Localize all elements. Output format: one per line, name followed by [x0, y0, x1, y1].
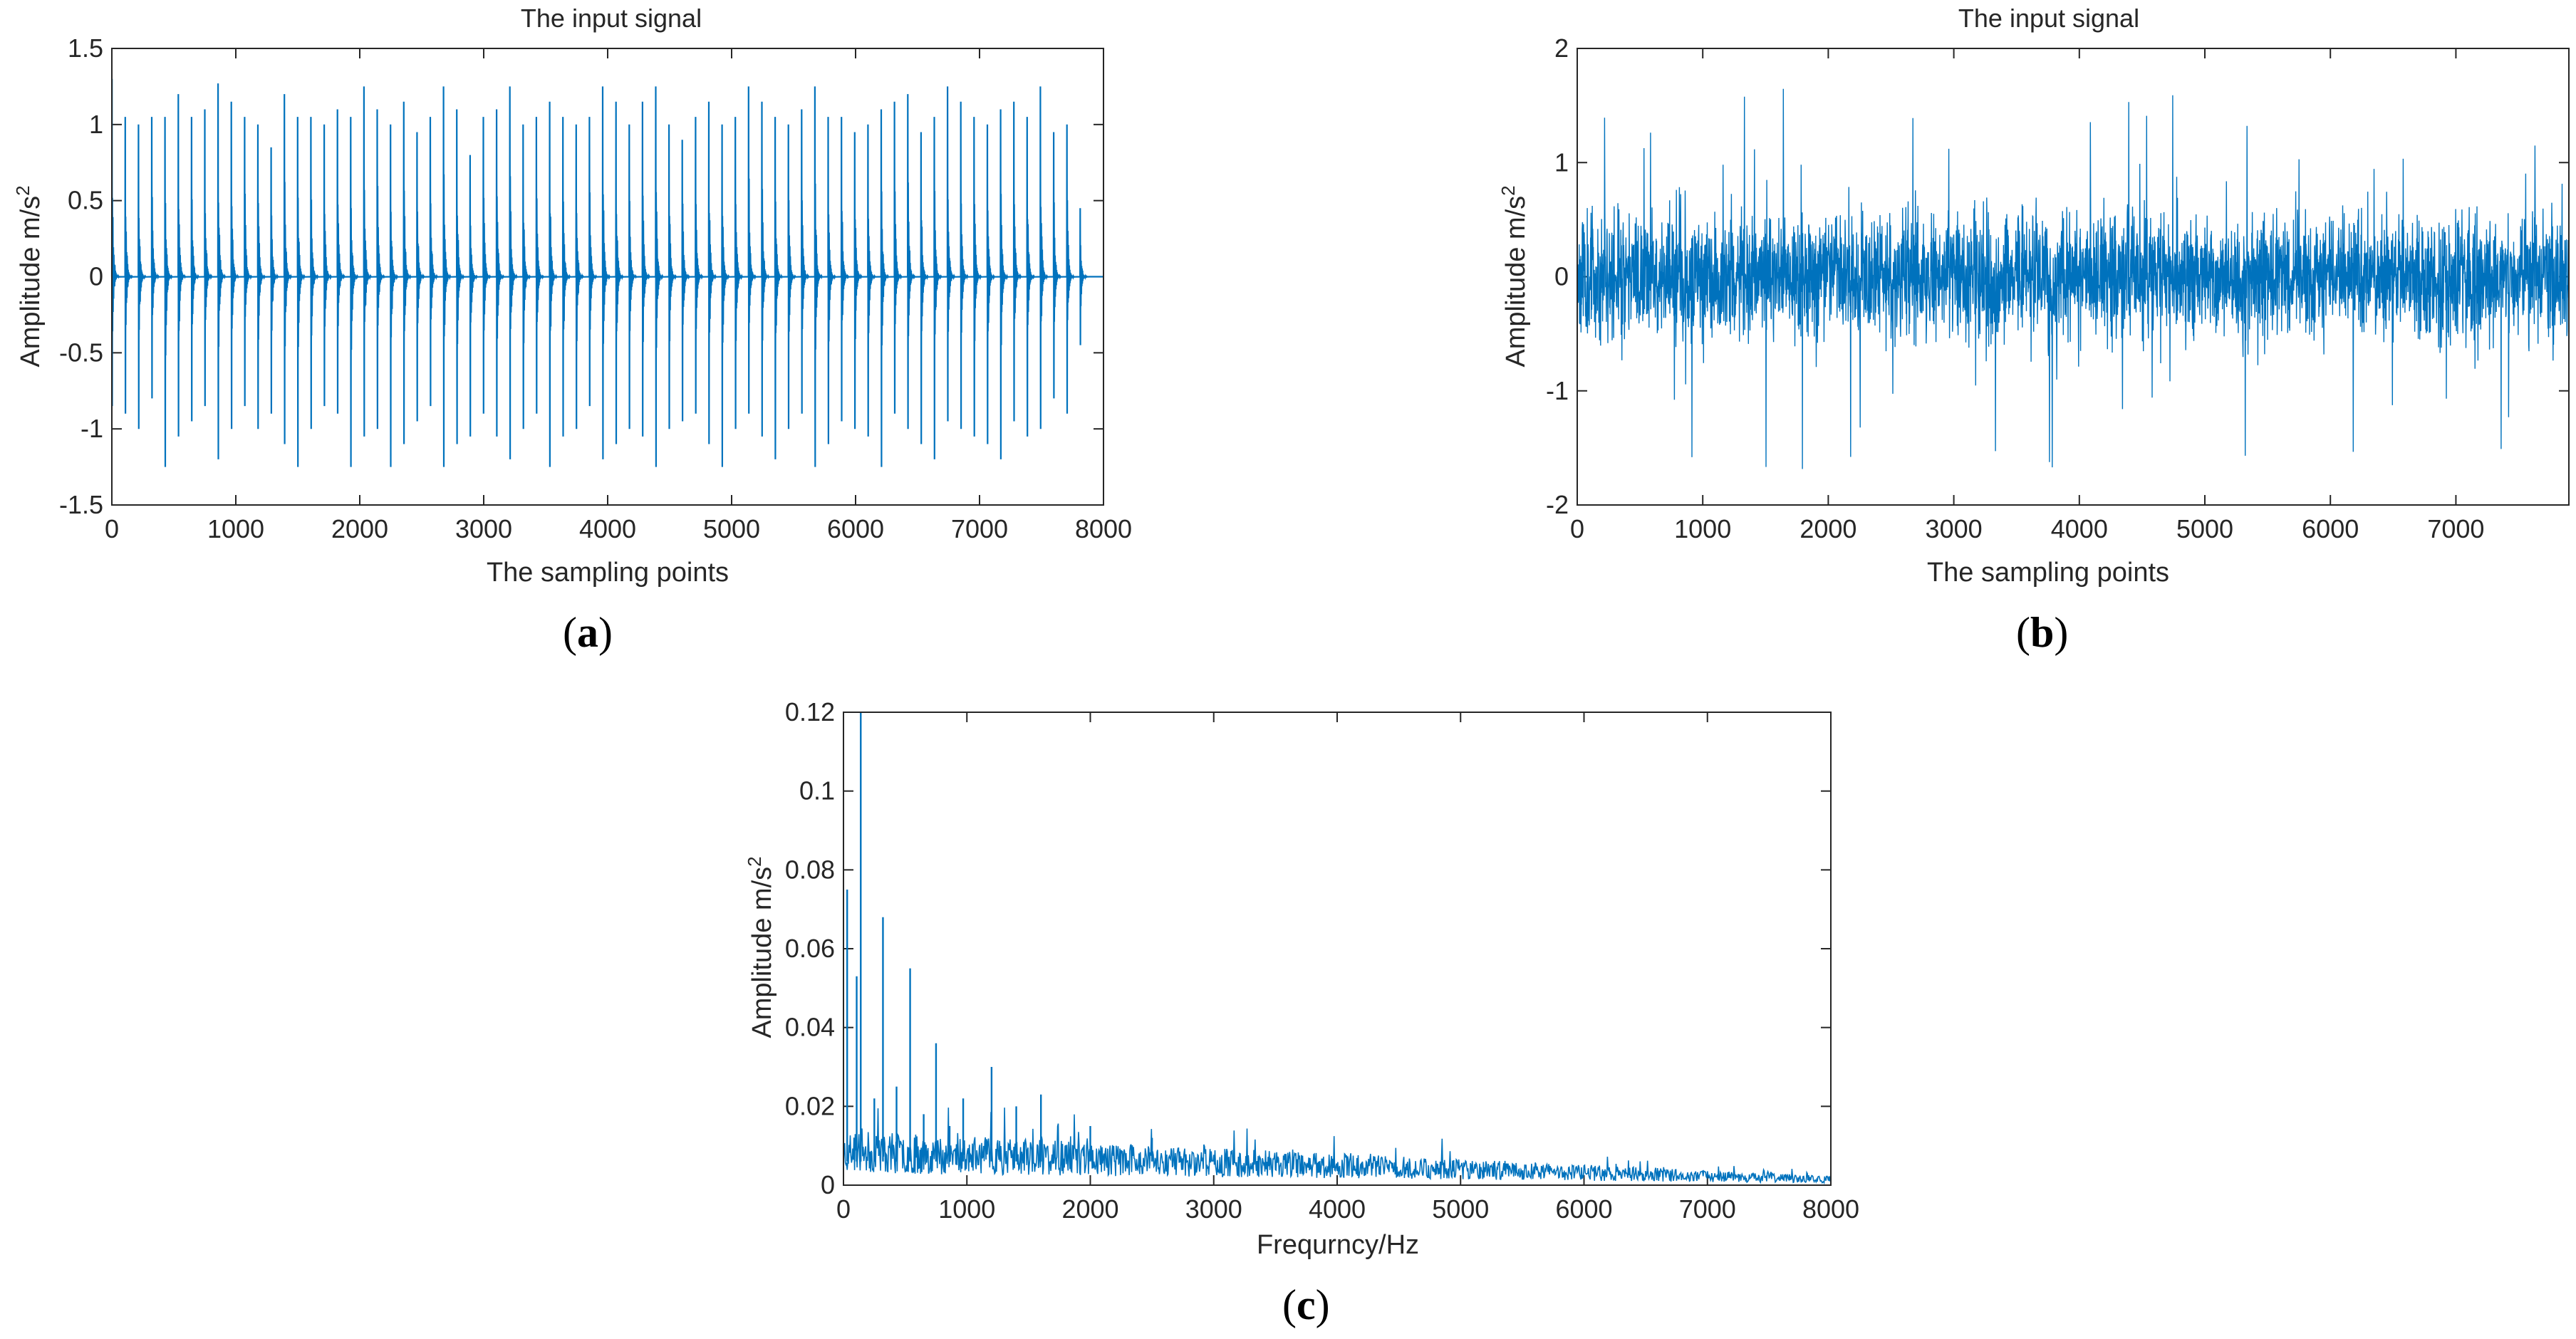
panel-c-xtick-label-5: 5000 — [1432, 1194, 1489, 1224]
panel-a-ytick-label-2: -0.5 — [59, 338, 103, 367]
panel-a-xtick-label-7: 7000 — [951, 514, 1008, 543]
panel-a-axes-box — [111, 48, 1104, 506]
panel-c-caption: (c) — [1282, 1281, 1330, 1328]
panel-a-caption-open: ( — [563, 609, 577, 656]
panel-c-xlabel: Frequrncy/Hz — [1257, 1230, 1419, 1260]
panel-b-xtick-label-1: 1000 — [1674, 514, 1731, 543]
panel-b-ylabel: Amplitude m/s2 — [1497, 185, 1531, 367]
panel-b-title: The input signal — [1958, 4, 2139, 33]
panel-a-xtick-label-8: 8000 — [1075, 514, 1132, 543]
panel-a-chart: The input signal 0 1000 2000 3000 4000 5000 60… — [12, 4, 1132, 656]
panel-b-xlabel: The sampling points — [1927, 558, 2169, 588]
panel-b-ylabel-sup: 2 — [1497, 185, 1519, 195]
panel-b-series-noisy — [1577, 88, 2570, 469]
panel-b-axes-box — [1577, 48, 2570, 506]
panel-b-xtick-label-4: 4000 — [2051, 514, 2108, 543]
panel-b-ytick-label-2: 0 — [1554, 262, 1569, 291]
panel-a-caption: (a) — [563, 609, 613, 656]
panel-c-xtick-label-7: 7000 — [1679, 1194, 1736, 1224]
panel-c-ytick-label-6: 0.12 — [785, 697, 835, 726]
panel-c-xtick-labels: 0 1000 2000 3000 4000 5000 6000 7000 8000 — [836, 1194, 1859, 1224]
panel-b-chart: The input signal 0 1000 2000 3000 4000 5000 60… — [1497, 4, 2570, 656]
panel-c-ylabel-sup: 2 — [744, 856, 765, 866]
panel-c-ytick-labels: 0 0.02 0.04 0.06 0.08 0.1 0.12 — [785, 697, 835, 1199]
panel-a-ylabel-sup: 2 — [12, 185, 33, 195]
panel-c-ytick-label-4: 0.08 — [785, 855, 835, 884]
panel-a-ytick-label-5: 1 — [89, 110, 103, 139]
panel-a-title: The input signal — [521, 4, 702, 33]
panel-c-ytick-label-3: 0.06 — [785, 934, 835, 963]
panel-a-series-signal — [110, 78, 1103, 467]
panel-b-caption-close: ) — [2054, 609, 2068, 656]
panel-c-axes-box — [843, 712, 1832, 1186]
panel-b-ytick-label-4: 2 — [1554, 33, 1569, 63]
panel-c-chart: 0 1000 2000 3000 4000 5000 6000 7000 8000 00.020… — [744, 697, 1859, 1328]
panel-a-ylabel: Amplitude m/s2 — [12, 185, 46, 367]
panel-a-ytick-label-6: 1.5 — [68, 33, 103, 63]
panel-a-ytick-label-0: -1.5 — [59, 490, 103, 519]
panel-b-ytick-labels: -2 -1 0 1 2 — [1546, 33, 1569, 519]
panel-c-xtick-label-3: 3000 — [1185, 1194, 1242, 1224]
panel-a-xtick-labels: 0 1000 2000 3000 4000 5000 6000 7000 8000 — [105, 514, 1132, 543]
panel-c-ylabel: Amplitude m/s2 — [744, 856, 777, 1038]
panel-b-caption-letter: b — [2030, 609, 2054, 656]
panel-b-xtick-label-3: 3000 — [1926, 514, 1983, 543]
panel-c-xtick-label-6: 6000 — [1555, 1194, 1612, 1224]
panel-b-xtick-labels: 0 1000 2000 3000 4000 5000 6000 7000 — [1570, 514, 2484, 543]
panel-b-signal-line — [1577, 88, 2570, 469]
panel-a-xtick-label-4: 4000 — [579, 514, 636, 543]
panel-b-xtick-label-0: 0 — [1570, 514, 1584, 543]
panel-a-xtick-label-6: 6000 — [827, 514, 884, 543]
panel-b-xtick-label-5: 5000 — [2176, 514, 2233, 543]
panel-b-ytick-label-0: -2 — [1546, 490, 1569, 519]
panel-a-xlabel: The sampling points — [487, 558, 729, 588]
panel-b-caption: (b) — [2016, 609, 2068, 656]
panel-c-xtick-label-4: 4000 — [1309, 1194, 1366, 1224]
panel-a-signal-line — [110, 78, 1103, 467]
panel-c-ylabel-text: Amplitude m/s — [747, 867, 777, 1038]
panel-c-ytick-label-1: 0.02 — [785, 1091, 835, 1120]
panel-a-xtick-label-0: 0 — [105, 514, 119, 543]
panel-b-xtick-label-2: 2000 — [1799, 514, 1856, 543]
panel-b-ylabel-text: Amplitude m/s — [1501, 196, 1531, 368]
panel-a-ytick-label-3: 0 — [89, 262, 103, 291]
panel-a-xtick-label-2: 2000 — [331, 514, 388, 543]
panel-a-caption-close: ) — [598, 609, 613, 656]
panel-c-xtick-label-8: 8000 — [1802, 1194, 1859, 1224]
panel-c-xtick-label-0: 0 — [836, 1194, 851, 1224]
panel-a-caption-letter: a — [577, 609, 598, 656]
panel-a-ytick-labels: -1.5 -1 -0.5 0 0.5 1 1.5 — [59, 33, 103, 519]
panel-a-ytick-label-4: 0.5 — [68, 186, 103, 215]
panel-c-ytick-label-5: 0.1 — [799, 776, 835, 806]
panel-a-xtick-label-1: 1000 — [207, 514, 264, 543]
panel-a-ylabel-text: Amplitude m/s — [16, 196, 46, 368]
panel-c-xtick-label-2: 2000 — [1061, 1194, 1118, 1224]
panel-b-ytick-label-1: -1 — [1546, 376, 1569, 405]
panel-b-ytick-label-3: 1 — [1554, 147, 1569, 177]
panel-c-ytick-label-0: 0 — [821, 1170, 835, 1199]
panel-c-xtick-label-1: 1000 — [938, 1194, 995, 1224]
panel-a-ytick-label-1: -1 — [80, 414, 103, 443]
panel-c-ytick-label-2: 0.04 — [785, 1013, 835, 1042]
panel-b-xtick-label-7: 7000 — [2427, 514, 2484, 543]
panel-c-caption-letter: c — [1297, 1281, 1316, 1328]
panel-c-caption-open: ( — [1282, 1281, 1297, 1328]
panel-c-series-spectrum — [843, 712, 1832, 1185]
panel-b-xtick-label-6: 6000 — [2302, 514, 2359, 543]
panel-a-xtick-label-3: 3000 — [455, 514, 512, 543]
panel-a-xtick-label-5: 5000 — [703, 514, 760, 543]
panel-b-caption-open: ( — [2016, 609, 2030, 656]
panel-c-spectrum-line — [843, 1108, 1832, 1185]
panel-c-caption-close: ) — [1316, 1281, 1330, 1328]
